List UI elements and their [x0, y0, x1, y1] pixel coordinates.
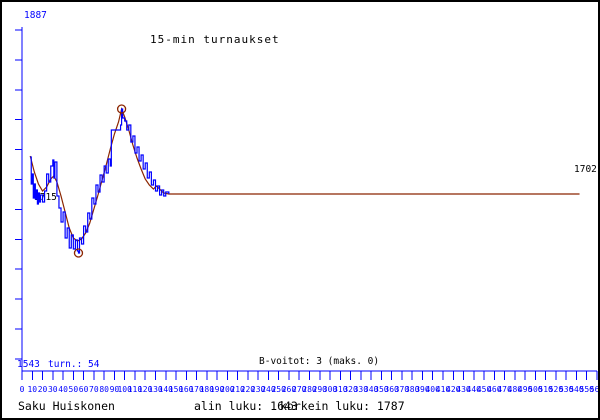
- x-tick-label: 140: [159, 385, 174, 394]
- y-axis-mid-label: 1715: [34, 192, 57, 203]
- x-tick-label: 50: [69, 385, 79, 394]
- x-tick-label: 460: [487, 385, 502, 394]
- x-tick-label: 360: [384, 385, 399, 394]
- y-axis-ticks: [15, 29, 22, 360]
- x-tick-label: 60: [79, 385, 89, 394]
- x-tick-label: 250: [271, 385, 286, 394]
- chart-canvas: 15-min turnaukset 1887 1715 1543 turn.: …: [15, 10, 600, 394]
- chart-title: 15-min turnaukset: [150, 33, 280, 46]
- x-tick-label: 290: [313, 385, 328, 394]
- x-tick-label: 260: [282, 385, 297, 394]
- x-tick-label: 500: [528, 385, 543, 394]
- x-tick-label: 180: [200, 385, 215, 394]
- x-tick-label: 90: [110, 385, 120, 394]
- x-tick-label: 270: [292, 385, 307, 394]
- status-lowest-rating: alin luku: 1643: [194, 399, 298, 413]
- x-tick-label: 310: [333, 385, 348, 394]
- x-tick-label: 410: [436, 385, 451, 394]
- final-rating-label: 1702: [574, 164, 597, 175]
- x-tick-label: 490: [518, 385, 533, 394]
- x-tick-label: 350: [374, 385, 389, 394]
- x-tick-label: 80: [99, 385, 109, 394]
- x-tick-label: 470: [497, 385, 512, 394]
- x-tick-label: 30: [48, 385, 58, 394]
- axes: [21, 27, 597, 372]
- x-tick-label: 20: [38, 385, 48, 394]
- x-tick-label: 0: [20, 385, 25, 394]
- min-rating-marker: [73, 248, 84, 258]
- max-rating-marker: [116, 104, 127, 114]
- x-tick-label: 380: [405, 385, 420, 394]
- x-tick-label: 560: [590, 385, 600, 394]
- x-tick-label: 520: [549, 385, 564, 394]
- x-tick-label: 230: [251, 385, 266, 394]
- x-tick-labels: 0 10 20 30 40 50 60 70 80 90100110120130140150160…: [20, 385, 600, 394]
- y-axis-min-label: 1543: [17, 359, 40, 370]
- x-tick-label: 550: [580, 385, 595, 394]
- x-tick-label: 110: [128, 385, 143, 394]
- x-tick-label: 420: [446, 385, 461, 394]
- x-tick-label: 540: [569, 385, 584, 394]
- status-bar: Saku Huiskonen alin luku: 1643 korkein l…: [2, 394, 598, 418]
- x-tick-label: 190: [210, 385, 225, 394]
- x-tick-label: 390: [415, 385, 430, 394]
- x-tick-label: 510: [538, 385, 553, 394]
- x-tick-label: 160: [179, 385, 194, 394]
- x-tick-label: 300: [323, 385, 338, 394]
- rating-line: [30, 108, 170, 254]
- x-tick-label: 450: [477, 385, 492, 394]
- x-tick-label: 210: [230, 385, 245, 394]
- x-tick-label: 440: [467, 385, 482, 394]
- x-tick-label: 130: [148, 385, 163, 394]
- x-tick-label: 370: [395, 385, 410, 394]
- status-highest-rating: korkein luku: 1787: [280, 399, 405, 413]
- x-tick-label: 70: [89, 385, 99, 394]
- x-tick-label: 40: [58, 385, 68, 394]
- status-player-name: Saku Huiskonen: [18, 399, 115, 413]
- x-tick-label: 280: [302, 385, 317, 394]
- x-tick-label: 170: [189, 385, 204, 394]
- b-wins-label: B-voitot: 3 (maks. 0): [259, 356, 379, 367]
- x-axis-ticks: [21, 371, 598, 380]
- x-tick-label: 480: [508, 385, 523, 394]
- x-tick-label: 100: [117, 385, 132, 394]
- average-line: [29, 106, 580, 242]
- x-tick-label: 240: [261, 385, 276, 394]
- x-tick-label: 320: [343, 385, 358, 394]
- tournament-count-label: turn.: 54: [48, 359, 100, 370]
- x-tick-label: 150: [169, 385, 184, 394]
- x-tick-label: 330: [354, 385, 369, 394]
- x-tick-label: 340: [364, 385, 379, 394]
- x-tick-label: 200: [220, 385, 235, 394]
- x-tick-label: 120: [138, 385, 153, 394]
- x-tick-label: 530: [559, 385, 574, 394]
- x-tick-label: 10: [27, 385, 37, 394]
- x-tick-label: 430: [456, 385, 471, 394]
- x-tick-label: 400: [425, 385, 440, 394]
- y-axis-max-label: 1887: [24, 10, 47, 21]
- x-tick-label: 220: [241, 385, 256, 394]
